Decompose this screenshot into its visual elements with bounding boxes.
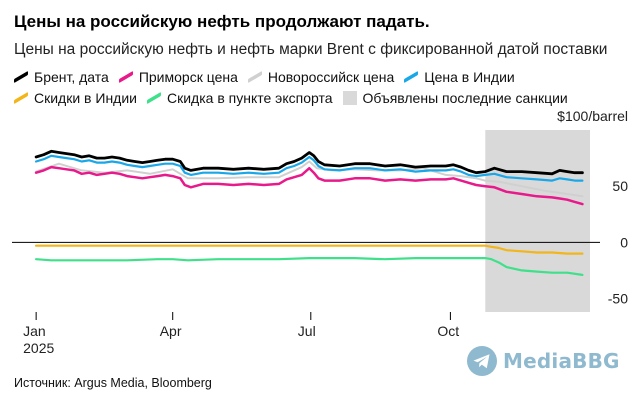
legend-label: Цена в Индии [424,68,515,85]
y-unit-label: $100/barrel [557,108,628,124]
x-tick-label: Jul [298,323,316,339]
x-tick-sublabel: 2025 [23,340,54,356]
legend-row: Брент, дата Приморск цена Новороссийск цен… [14,66,629,87]
series-line [34,165,584,206]
legend-row: Скидки в Индии Скидка в пункте экспорта Об… [14,87,629,108]
legend-item: Объявлены последние санкции [342,89,568,106]
series-line [34,149,584,176]
watermark-text: MediaBBG [503,349,620,373]
legend-label: Брент, дата [34,68,109,85]
x-tick-label: Apr [160,323,182,339]
series-line [35,244,584,255]
chart-subtitle: Цены на российскую нефть и нефть марки B… [14,41,608,58]
legend-label: Приморск цена [138,68,238,85]
source-note: Источник: Argus Media, Bloomberg [14,376,212,390]
legend-box-swatch [342,90,357,105]
y-tick-label: 50 [612,178,628,194]
legend-item: Новороссийск цена [247,68,395,85]
sanctions-shaded-region [485,130,590,312]
legend-label: Скидка в пункте экспорта [167,89,333,106]
telegram-icon [467,346,497,376]
chart-title: Цены на российскую нефть продолжают пада… [14,12,430,31]
legend-item: Скидки в Индии [14,90,137,106]
legend-item: Брент, дата [14,69,109,85]
legend-label: Новороссийск цена [267,68,395,85]
series-line [35,154,584,182]
legend-label: Скидки в Индии [34,89,137,106]
legend-item: Цена в Индии [404,68,515,85]
x-tick-label: Oct [437,323,459,339]
y-tick-label: -50 [608,291,628,307]
legend-item: Приморск цена [118,68,238,85]
series-line [35,257,584,276]
legend-item: Скидка в пункте экспорта [147,90,333,106]
watermark: MediaBBG [466,345,620,377]
chart-legend: Брент, дата Приморск цена Новороссийск цен… [14,66,629,108]
x-tick-label: Jan [23,323,46,339]
y-tick-label: 0 [620,234,628,250]
legend-label: Объявлены последние санкции [362,89,568,106]
